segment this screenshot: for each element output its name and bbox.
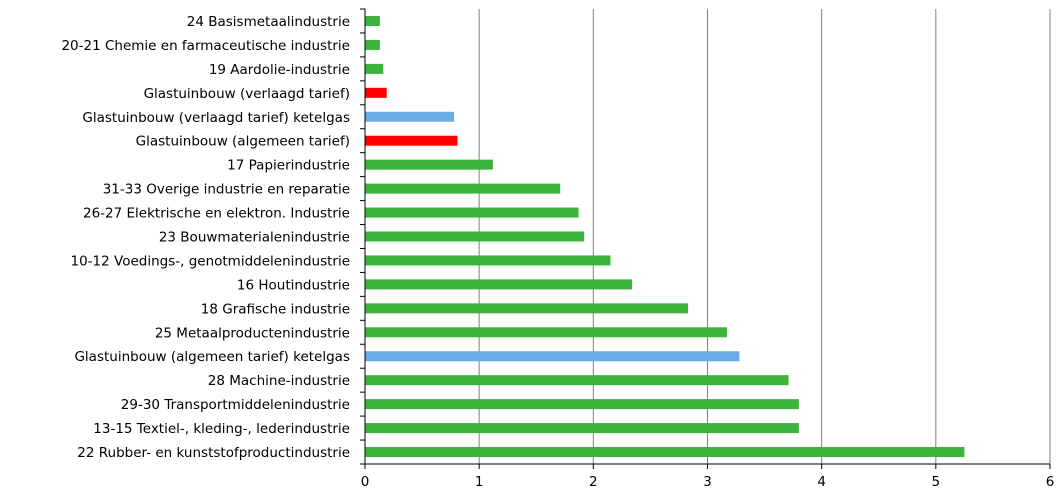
category-label-18: 13-15 Textiel-, kleding-, lederindustrie	[93, 421, 350, 437]
category-label-3: 19 Aardolie-industrie	[209, 62, 350, 78]
bar-14	[365, 327, 727, 338]
x-tick-label-4: 4	[817, 474, 826, 490]
bar-3	[365, 63, 384, 74]
category-label-10: 23 Bouwmaterialenindustrie	[159, 230, 350, 246]
bar-9	[365, 207, 579, 218]
category-label-7: 17 Papierindustrie	[227, 158, 350, 174]
category-label-15: Glastuinbouw (algemeen tarief) ketelgas	[74, 349, 350, 365]
category-label-5: Glastuinbouw (verlaagd tarief) ketelgas	[82, 110, 350, 126]
x-tick-label-6: 6	[1046, 474, 1055, 490]
category-label-2: 20-21 Chemie en farmaceutische industrie	[61, 38, 350, 54]
category-label-6: Glastuinbouw (algemeen tarief)	[136, 134, 350, 150]
axes	[360, 8, 1051, 469]
bar-4	[365, 87, 387, 98]
bar-8	[365, 183, 561, 194]
category-label-19: 22 Rubber- en kunststofproductindustrie	[77, 445, 350, 461]
bar-7	[365, 159, 493, 170]
bar-17	[365, 399, 799, 410]
x-tick-label-0: 0	[361, 474, 370, 490]
bar-6	[365, 135, 458, 146]
bar-19	[365, 447, 965, 458]
category-label-8: 31-33 Overige industrie en reparatie	[103, 182, 350, 198]
bar-1	[365, 15, 380, 26]
bar-12	[365, 279, 633, 290]
category-label-13: 18 Grafische industrie	[201, 301, 350, 317]
bar-10	[365, 231, 585, 242]
x-tick-label-2: 2	[589, 474, 598, 490]
category-label-4: Glastuinbouw (verlaagd tarief)	[144, 86, 350, 102]
category-label-1: 24 Basismetaalindustrie	[187, 14, 350, 30]
category-label-14: 25 Metaalproductenindustrie	[155, 325, 350, 341]
category-label-16: 28 Machine-industrie	[208, 373, 350, 389]
bar-16	[365, 375, 789, 386]
bar-15	[365, 351, 740, 362]
bar-5	[365, 111, 455, 122]
category-labels: 24 Basismetaalindustrie 20-21 Chemie en f…	[61, 14, 350, 461]
x-tick-label-1: 1	[475, 474, 484, 490]
bar-11	[365, 255, 611, 266]
bars	[365, 15, 965, 458]
category-label-9: 26-27 Elektrische en elektron. Industrie	[83, 206, 350, 222]
x-tick-label-3: 3	[703, 474, 712, 490]
category-label-17: 29-30 Transportmiddelenindustrie	[121, 397, 350, 413]
gridlines	[478, 9, 1051, 464]
x-tick-label-5: 5	[932, 474, 941, 490]
category-label-11: 10-12 Voedings-, genotmiddelenindustrie	[70, 253, 350, 269]
bar-13	[365, 303, 689, 314]
category-label-12: 16 Houtindustrie	[237, 277, 350, 293]
bar-2	[365, 39, 380, 50]
x-tick-labels: 0 1 2 3 4 5 6	[361, 474, 1055, 490]
bar-18	[365, 423, 799, 434]
